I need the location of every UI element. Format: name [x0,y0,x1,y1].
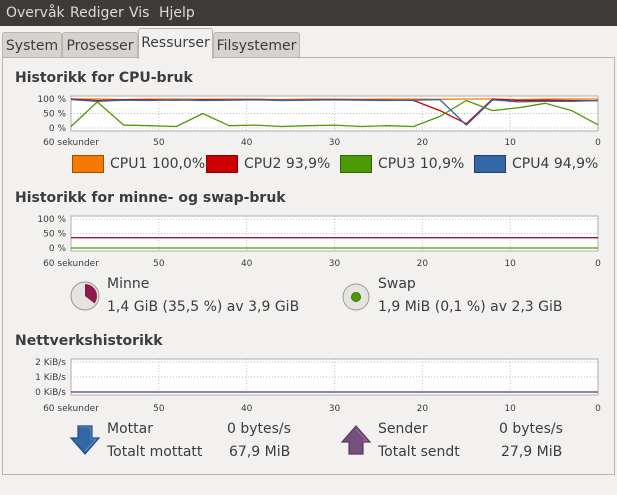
cpu-series-cpu3 [70,99,599,128]
receiving-label: Mottar [107,421,153,437]
cpu-xtick-label: 50 [153,138,165,148]
cpu-series-cpu4 [70,98,599,126]
cpu-ytick-label: 100 % [37,95,66,105]
menu-item-edit[interactable]: Rediger [70,5,124,21]
menu-item-view[interactable]: Vis [129,5,150,21]
mem-xtick-label: 40 [241,259,253,269]
cpu4-label: CPU4 94,9% [512,156,599,172]
swap-value: 1,9 MiB (0,1 %) av 2,3 GiB [378,299,563,315]
swap-pie-icon[interactable] [341,282,371,312]
sending-label: Sender [378,421,428,437]
tab-processes[interactable]: Prosesser [62,32,138,59]
net-xtick-label: 20 [417,404,429,414]
cpu3-color-swatch[interactable] [340,155,372,173]
cpu-xtick-label: 40 [241,138,253,148]
receiving-value: 0 bytes/s [227,421,291,437]
menu-bar: Overvåk Rediger Vis Hjelp [0,0,617,26]
tab-system[interactable]: System [2,32,62,59]
cpu-xtick-label: 10 [504,138,516,148]
mem-xtick-label: 20 [417,259,429,269]
memory-pie-icon[interactable] [69,280,101,312]
memory-label: Minne [107,276,150,292]
net-xtick-label: 10 [504,404,516,414]
cpu-section-title: Historikk for CPU-bruk [15,70,193,86]
total-received-value: 67,9 MiB [229,444,291,460]
cpu-ytick-label: 0 % [49,124,67,134]
mem-ytick-label: 50 % [43,230,66,240]
memory-value: 1,4 GiB (35,5 %) av 3,9 GiB [107,299,300,315]
net-ytick-label: 2 KiB/s [35,358,66,368]
cpu3-label: CPU3 10,9% [378,156,465,172]
net-ytick-label: 0 KiB/s [35,388,66,398]
net-xtick-label: 60 sekunder [43,404,99,414]
total-received-label: Totalt mottatt [107,444,203,460]
mem-xtick-label: 50 [153,259,165,269]
cpu-xtick-label: 30 [329,138,341,148]
total-sent-label: Totalt sendt [378,444,460,460]
sending-arrow-icon[interactable] [339,424,373,456]
sending-value: 0 bytes/s [499,421,563,437]
menu-item-help[interactable]: Hjelp [159,5,195,21]
cpu-xtick-label: 60 sekunder [43,138,99,148]
net-xtick-label: 30 [329,404,341,414]
memory-section-title: Historikk for minne- og swap-bruk [15,190,286,206]
network-section-title: Nettverkshistorikk [15,333,163,349]
mem-ytick-label: 0 % [49,244,67,254]
tab-resources[interactable]: Ressurser [138,28,213,59]
cpu-xtick-label: 0 [595,138,601,148]
net-xtick-label: 50 [153,404,165,414]
cpu2-color-swatch[interactable] [206,155,238,173]
tab-filesystems[interactable]: Filsystemer [213,32,300,59]
swap-label: Swap [378,276,416,292]
cpu1-label: CPU1 100,0% [110,156,206,172]
net-ytick-label: 1 KiB/s [35,373,66,383]
mem-xtick-label: 10 [504,259,516,269]
menu-item-monitor[interactable]: Overvåk [6,5,65,21]
cpu-xtick-label: 20 [417,138,429,148]
mem-xtick-label: 0 [595,259,601,269]
cpu-ytick-label: 50 % [43,110,66,120]
receiving-arrow-icon[interactable] [68,424,102,456]
tab-bar: System Prosesser Ressurser Filsystemer [0,28,617,59]
net-xtick-label: 0 [595,404,601,414]
mem-ytick-label: 100 % [37,215,66,225]
cpu1-color-swatch[interactable] [72,155,104,173]
mem-xtick-label: 30 [329,259,341,269]
cpu4-color-swatch[interactable] [474,155,506,173]
cpu2-label: CPU2 93,9% [244,156,331,172]
net-xtick-label: 40 [241,404,253,414]
total-sent-value: 27,9 MiB [501,444,563,460]
mem-xtick-label: 60 sekunder [43,259,99,269]
